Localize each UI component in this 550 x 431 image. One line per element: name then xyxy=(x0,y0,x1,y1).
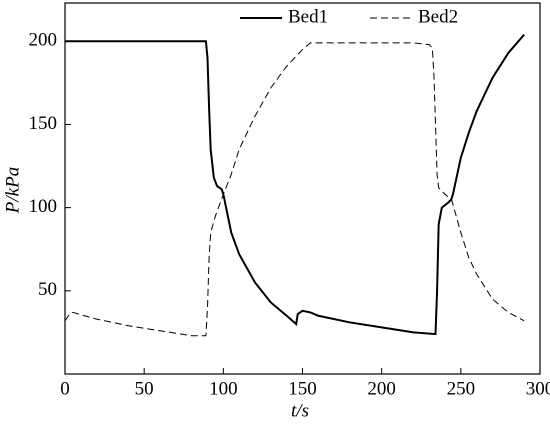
y-tick-label: 50 xyxy=(38,279,57,300)
series-line xyxy=(65,33,525,336)
y-axis-label: P/kPa xyxy=(2,167,23,214)
legend-label: Bed2 xyxy=(418,6,458,27)
x-tick-label: 150 xyxy=(288,378,317,399)
x-tick-label: 0 xyxy=(60,378,70,399)
plot-frame xyxy=(64,2,541,375)
x-tick-label: 50 xyxy=(135,378,154,399)
series-line xyxy=(64,42,525,337)
y-tick-label: 200 xyxy=(29,30,58,51)
x-tick-label: 250 xyxy=(447,378,476,399)
legend-label: Bed1 xyxy=(288,6,328,27)
y-tick-label: 100 xyxy=(29,196,58,217)
y-tick-label: 150 xyxy=(29,113,58,134)
x-tick-label: 200 xyxy=(367,378,396,399)
x-tick-label: 100 xyxy=(209,378,238,399)
x-axis-label: t/s xyxy=(291,400,309,421)
x-tick-label: 300 xyxy=(526,378,550,399)
